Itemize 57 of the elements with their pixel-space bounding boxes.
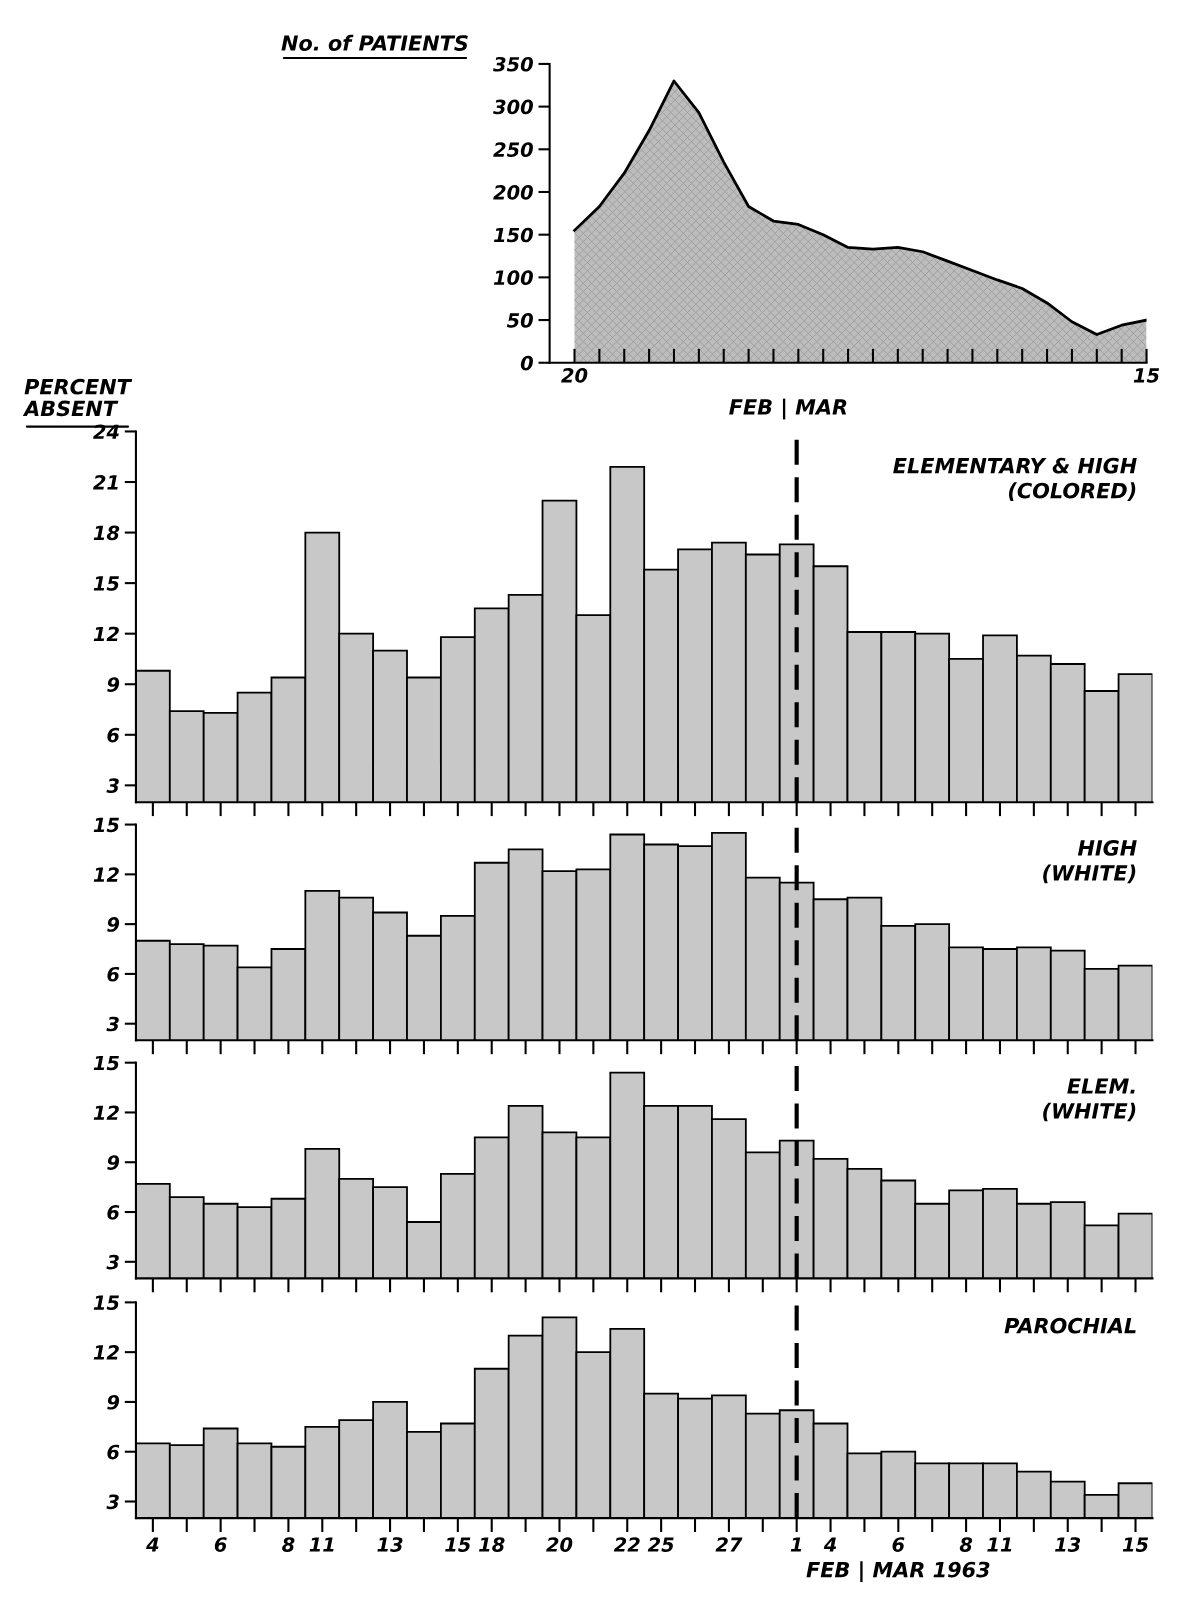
y-tick-label: 15	[93, 1055, 119, 1071]
x-tick-label: 11	[309, 1537, 334, 1552]
x-tick-label: 20	[546, 1537, 573, 1552]
y-tick-label: 200	[493, 184, 533, 200]
y-axis-title: No. of PATIENTS	[281, 34, 468, 51]
y-tick-label: 9	[107, 1394, 120, 1410]
annotation: HIGH (WHITE)	[1043, 840, 1137, 884]
x-tick-label: 8	[282, 1537, 295, 1552]
x-tick-label: 1	[790, 1537, 802, 1552]
y-tick-label: 6	[107, 1444, 120, 1460]
y-tick-label: 50	[506, 313, 533, 328]
y-tick-label: 3	[106, 778, 119, 794]
y-tick-label: 3	[106, 1494, 119, 1510]
x-tick-label: 25	[647, 1537, 674, 1552]
annotation: ELEMENTARY & HIGH (COLORED)	[893, 457, 1137, 501]
x-tick-label: 4	[823, 1537, 837, 1552]
y-tick-label: 6	[107, 727, 120, 743]
x-tick-label: 13	[377, 1537, 403, 1552]
y-tick-label: 21	[93, 474, 118, 490]
y-tick-label: 150	[493, 227, 533, 243]
y-tick-label: 250	[493, 142, 533, 157]
y-tick-label: 9	[107, 917, 120, 932]
y-tick-label: 3	[106, 1016, 119, 1032]
y-tick-label: 350	[493, 56, 533, 72]
y-axis-title: PERCENT ABSENT	[22, 378, 133, 417]
x-axis-title: FEB | MAR 1963	[806, 1561, 990, 1583]
y-tick-label: 12	[93, 626, 119, 642]
y-tick-label: 0	[520, 355, 533, 371]
y-tick-label: 6	[107, 1205, 120, 1220]
y-tick-label: 18	[93, 525, 120, 541]
y-tick-label: 3	[106, 1254, 119, 1270]
annotation: ELEM. (WHITE)	[1043, 1078, 1136, 1122]
y-tick-label: 300	[493, 99, 533, 115]
x-tick-label: 11	[987, 1537, 1012, 1552]
x-tick-label: 6	[892, 1537, 905, 1552]
x-tick-label: 15	[445, 1537, 471, 1552]
y-tick-label: 12	[93, 1345, 119, 1360]
y-tick-label: 6	[107, 966, 120, 982]
y-tick-label: 12	[93, 867, 119, 882]
y-tick-label: 9	[107, 677, 120, 692]
y-tick-label: 12	[93, 1105, 119, 1120]
x-tick-label: 6	[214, 1537, 227, 1552]
x-tick-label: 8	[959, 1537, 973, 1552]
y-tick-label: 100	[493, 270, 533, 286]
x-tick-label: 13	[1055, 1537, 1081, 1552]
x-tick-label: 22	[613, 1537, 640, 1552]
x-axis-title: FEB | MAR	[729, 398, 847, 420]
y-tick-label: 15	[93, 817, 119, 833]
x-tick-label: 4	[146, 1537, 159, 1552]
x-tick-label: 15	[1122, 1537, 1149, 1552]
x-tick-label: 20	[561, 367, 588, 383]
x-tick-label: 27	[715, 1537, 743, 1552]
y-tick-label: 15	[93, 576, 119, 591]
y-tick-label: 15	[93, 1295, 119, 1311]
annotation: PAROCHIAL	[1004, 1317, 1136, 1334]
y-tick-label: 9	[107, 1155, 120, 1170]
x-tick-label: 18	[479, 1537, 505, 1552]
